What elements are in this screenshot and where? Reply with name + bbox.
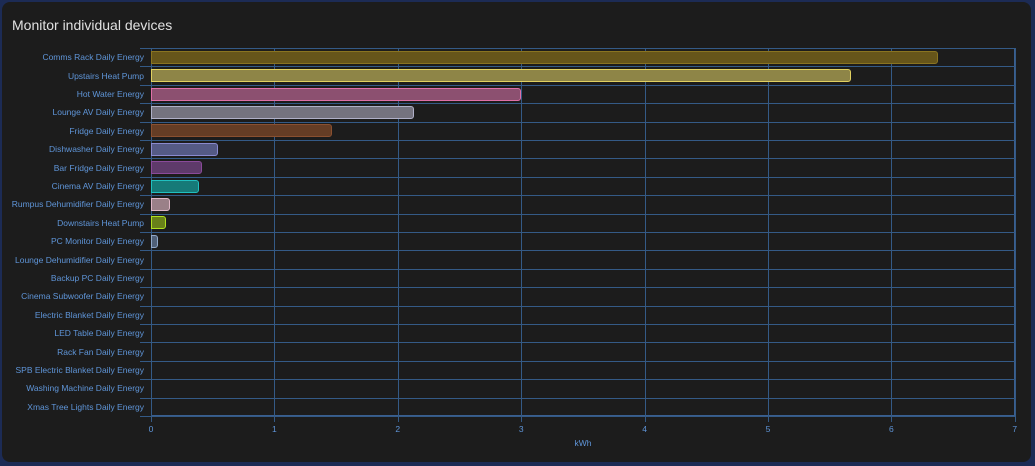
bar[interactable] xyxy=(151,69,851,83)
x-gridline xyxy=(521,48,523,422)
bar[interactable] xyxy=(151,161,202,175)
y-category-label: LED Table Daily Energy xyxy=(54,328,144,339)
y-gridline xyxy=(140,360,1015,362)
x-tick-label: 3 xyxy=(518,424,524,434)
y-category-label: Rack Fan Daily Energy xyxy=(57,346,144,357)
card-title: Monitor individual devices xyxy=(12,17,173,33)
bar[interactable] xyxy=(151,142,218,156)
y-gridline xyxy=(140,250,1015,252)
bar[interactable] xyxy=(151,197,170,211)
y-category-label: Cinema Subwoofer Daily Energy xyxy=(21,291,144,302)
y-gridline xyxy=(140,176,1015,178)
y-category-label: Cinema AV Daily Energy xyxy=(51,181,144,191)
y-gridline xyxy=(140,121,1015,123)
y-gridline xyxy=(140,305,1015,307)
y-category-label: Downstairs Heat Pump xyxy=(57,217,144,228)
y-gridline xyxy=(140,342,1015,344)
x-gridline xyxy=(644,48,646,422)
bar[interactable] xyxy=(151,179,200,193)
y-gridline xyxy=(140,232,1015,233)
y-category-label: Washing Machine Daily Energy xyxy=(26,383,144,394)
x-gridline xyxy=(1014,48,1016,422)
x-tick-label: 6 xyxy=(889,424,894,434)
y-gridline xyxy=(140,397,1015,399)
y-gridline xyxy=(140,416,1015,417)
y-category-label: Comms Rack Daily Energy xyxy=(42,52,144,63)
y-category-label: Xmas Tree Lights Daily Energy xyxy=(27,401,144,412)
y-category-label: SPB Electric Blanket Daily Energy xyxy=(15,365,145,375)
y-gridline xyxy=(140,324,1015,325)
y-category-label: Backup PC Daily Energy xyxy=(50,273,144,283)
x-tick-label: 4 xyxy=(642,424,647,434)
x-tick-label: 1 xyxy=(272,424,277,434)
x-tick-label: 2 xyxy=(395,424,401,434)
x-tick-label: 5 xyxy=(765,424,771,434)
y-gridline xyxy=(140,213,1015,215)
y-gridline xyxy=(140,140,1015,141)
bar[interactable] xyxy=(151,216,166,230)
y-gridline xyxy=(140,195,1015,197)
y-gridline xyxy=(140,268,1015,270)
x-gridline xyxy=(768,48,769,422)
y-category-label: Dishwasher Daily Energy xyxy=(49,144,144,155)
bar[interactable] xyxy=(151,234,159,248)
y-category-label: Lounge Dehumidifier Daily Energy xyxy=(15,254,144,265)
y-gridline xyxy=(140,379,1015,381)
bar[interactable] xyxy=(151,50,939,64)
x-axis-title: kWh xyxy=(574,438,592,448)
x-tick-label: 0 xyxy=(148,424,154,434)
y-category-label: Hot Water Energy xyxy=(76,89,144,99)
bar[interactable] xyxy=(151,105,414,119)
bar[interactable] xyxy=(151,124,333,138)
y-gridline xyxy=(140,48,1015,49)
y-gridline xyxy=(140,287,1015,289)
y-gridline xyxy=(140,103,1015,105)
y-category-label: Bar Fridge Daily Energy xyxy=(53,162,144,173)
y-gridline xyxy=(140,84,1015,86)
y-category-label: Fridge Daily Energy xyxy=(69,125,144,136)
y-category-label: Electric Blanket Daily Energy xyxy=(34,309,144,320)
bar[interactable] xyxy=(151,87,522,101)
y-gridline xyxy=(140,66,1015,68)
x-gridline xyxy=(397,48,399,422)
x-tick-label: 7 xyxy=(1012,424,1018,434)
y-gridline xyxy=(140,158,1015,160)
y-category-label: Upstairs Heat Pump xyxy=(67,70,144,81)
y-category-label: Rumpus Dehumidifier Daily Energy xyxy=(11,199,144,210)
x-gridline xyxy=(274,48,276,422)
y-category-label: PC Monitor Daily Energy xyxy=(50,236,144,247)
x-gridline xyxy=(891,48,893,422)
y-category-label: Lounge AV Daily Energy xyxy=(52,107,144,118)
